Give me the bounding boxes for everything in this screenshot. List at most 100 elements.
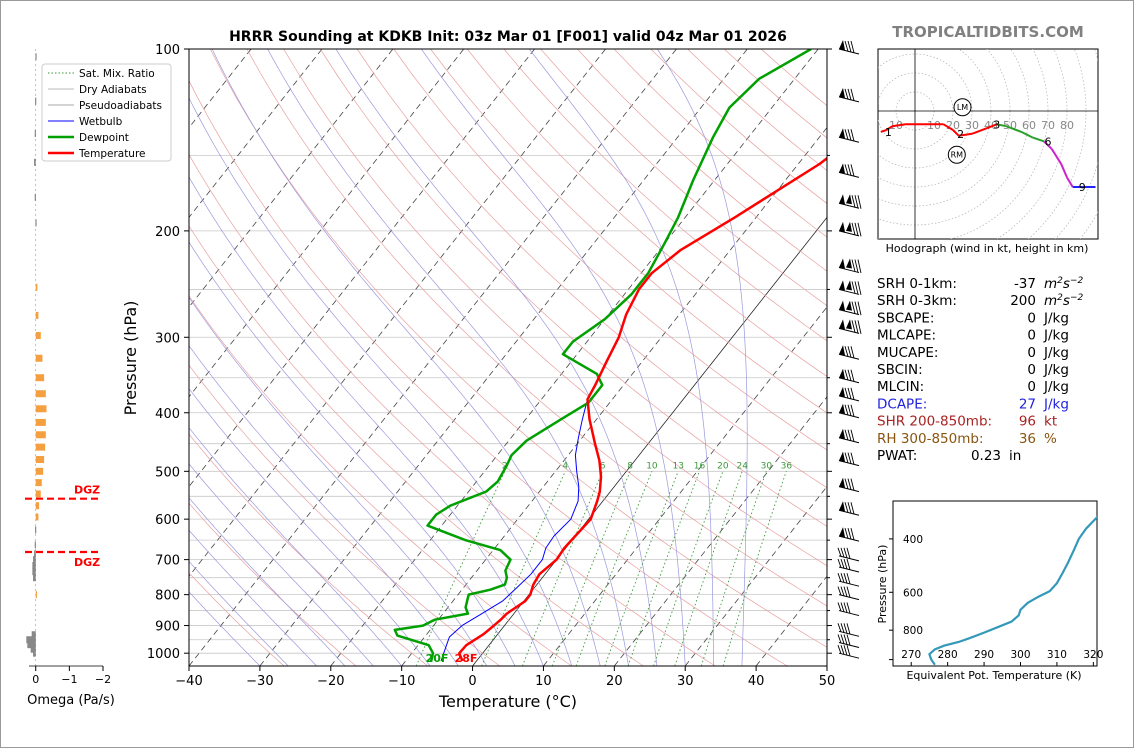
pseudoadiabat — [189, 345, 459, 666]
dry-adiabat — [189, 153, 716, 666]
barb-flag — [839, 368, 845, 379]
mixing-ratio-line — [481, 471, 566, 666]
barb-feather — [840, 645, 845, 655]
barb-staff — [838, 437, 860, 444]
omega-bar — [32, 568, 36, 576]
y-tick-label: 300 — [155, 331, 180, 346]
barb-flag — [839, 128, 845, 139]
pseudoadiabat — [189, 529, 317, 666]
wind-barb — [837, 586, 860, 601]
barb-feather — [847, 88, 852, 100]
barb-feather — [843, 586, 848, 597]
barb-feather — [847, 129, 852, 141]
pseudoadiabat — [189, 176, 544, 666]
wind-barb — [838, 258, 862, 274]
dry-adiabat — [189, 80, 788, 666]
hodograph-trace — [942, 123, 954, 131]
isotherm-line — [259, 49, 748, 666]
hodograph-height-label: 1 — [885, 126, 892, 139]
skewt-y-label: Pressure (hPa) — [121, 301, 140, 416]
surface-dewpoint-label: 20F — [426, 652, 449, 665]
barb-staff — [838, 642, 860, 648]
dry-adiabat — [189, 572, 285, 666]
barb-feather — [850, 452, 855, 465]
barb-flag — [839, 87, 845, 98]
barb-staff — [838, 327, 860, 334]
stat-unit: J/kg — [1043, 379, 1069, 395]
hodograph-trace — [892, 123, 906, 128]
barb-feather — [843, 623, 848, 634]
pseudoadiabat — [267, 49, 629, 666]
barb-flag — [839, 386, 845, 397]
wind-barb — [838, 501, 860, 516]
barb-feather — [857, 259, 862, 274]
mixing-ratio-label: 13 — [673, 461, 684, 471]
pseudoadiabat — [189, 296, 488, 666]
barb-staff — [838, 486, 860, 493]
barb-feather — [840, 586, 845, 597]
legend-entry: Temperature — [78, 148, 146, 160]
dgz-label: DGZ — [74, 484, 100, 497]
omega-bar — [35, 526, 37, 534]
omega-panel: DGZ DGZ 0 −1 −2 — [25, 49, 111, 686]
barb-feather — [844, 88, 849, 100]
omega-bar — [30, 645, 36, 653]
barb-feather — [854, 281, 859, 295]
skewt-legend: Sat. Mix. Ratio Dry Adiabats Pseudoadiabat… — [41, 63, 172, 162]
x-tick-label: −40 — [175, 674, 202, 689]
stat-unit: m2s−2 — [1044, 276, 1083, 292]
stat-label: MUCAPE: — [877, 345, 938, 361]
hodograph-trace — [971, 127, 988, 135]
wind-barb — [838, 280, 862, 296]
barb-feather — [840, 634, 845, 644]
omega-bar — [34, 130, 36, 138]
wind-barb — [838, 451, 860, 467]
hodograph-trace — [1005, 125, 1022, 133]
barb-feather — [840, 623, 845, 633]
barb-staff — [838, 412, 860, 419]
wind-barb — [837, 558, 860, 573]
surface-temperature-label: 28F — [455, 652, 478, 665]
barb-feather — [847, 346, 852, 358]
stat-unit: % — [1044, 431, 1057, 447]
barb-feather — [847, 369, 852, 381]
omega-bar — [34, 550, 36, 558]
barb-staff — [838, 566, 860, 573]
pseudoadiabat — [189, 241, 516, 666]
stat-row: SHR 200-850mb: 96 kt — [877, 414, 1057, 430]
wind-barb — [838, 221, 862, 237]
omega-bar — [35, 311, 39, 319]
legend-entry: Dry Adiabats — [79, 84, 147, 96]
omega-x-tick-label: −2 — [95, 673, 111, 686]
stat-value: 0 — [1027, 328, 1036, 344]
omega-bar — [35, 53, 37, 61]
barb-flag — [839, 300, 845, 311]
barb-feather — [844, 164, 849, 175]
barb-feather — [850, 527, 855, 540]
barb-feather — [844, 369, 849, 381]
wind-barb — [838, 428, 860, 444]
barb-staff — [838, 555, 860, 562]
barb-flag — [839, 477, 845, 488]
stat-label: PWAT: — [877, 448, 917, 464]
wind-barb — [838, 477, 860, 493]
stat-value: 0 — [1027, 310, 1036, 326]
x-tick-label: 0 — [468, 674, 476, 689]
barb-flag — [846, 300, 852, 311]
wind-barb — [837, 645, 860, 659]
barb-feather — [844, 387, 849, 399]
barb-staff — [838, 267, 860, 274]
omega-bar — [35, 332, 41, 340]
wind-barb — [838, 194, 862, 209]
barb-staff — [838, 460, 860, 467]
pseudoadiabat — [528, 49, 714, 666]
barb-feather — [846, 558, 851, 570]
theta-e-x-label: Equivalent Pot. Temperature (K) — [906, 669, 1081, 682]
theta-e-x-tick-label: 270 — [901, 649, 921, 661]
dewpoint-series-line — [393, 49, 812, 662]
dry-adiabat — [283, 49, 827, 567]
omega-bar — [34, 158, 36, 166]
mixing-ratio-label: 30 — [761, 461, 773, 471]
stat-label: DCAPE: — [877, 396, 927, 412]
